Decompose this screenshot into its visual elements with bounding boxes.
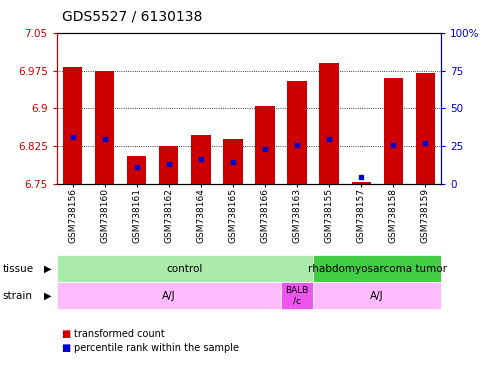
Bar (223, 139, 243, 184)
Text: tissue: tissue (2, 264, 34, 274)
Text: rhabdomyosarcoma tumor: rhabdomyosarcoma tumor (308, 264, 447, 274)
Text: A/J: A/J (370, 291, 384, 301)
Text: BALB
/c: BALB /c (285, 286, 309, 305)
Text: ■: ■ (62, 343, 71, 353)
Bar (63, 67, 82, 184)
Bar (191, 135, 211, 184)
Bar (416, 73, 435, 184)
Text: percentile rank within the sample: percentile rank within the sample (74, 343, 239, 353)
Text: control: control (167, 264, 203, 274)
Text: GDS5527 / 6130138: GDS5527 / 6130138 (62, 10, 202, 23)
Text: strain: strain (2, 291, 33, 301)
Bar (319, 63, 339, 184)
Text: A/J: A/J (162, 291, 176, 301)
Bar (384, 78, 403, 184)
Bar (159, 146, 178, 184)
Bar (352, 182, 371, 184)
Text: ▶: ▶ (44, 291, 52, 301)
Text: ▶: ▶ (44, 264, 52, 274)
Bar (255, 106, 275, 184)
Text: ■: ■ (62, 329, 71, 339)
Text: transformed count: transformed count (74, 329, 165, 339)
Bar (95, 71, 114, 184)
Bar (127, 156, 146, 184)
Bar (287, 81, 307, 184)
